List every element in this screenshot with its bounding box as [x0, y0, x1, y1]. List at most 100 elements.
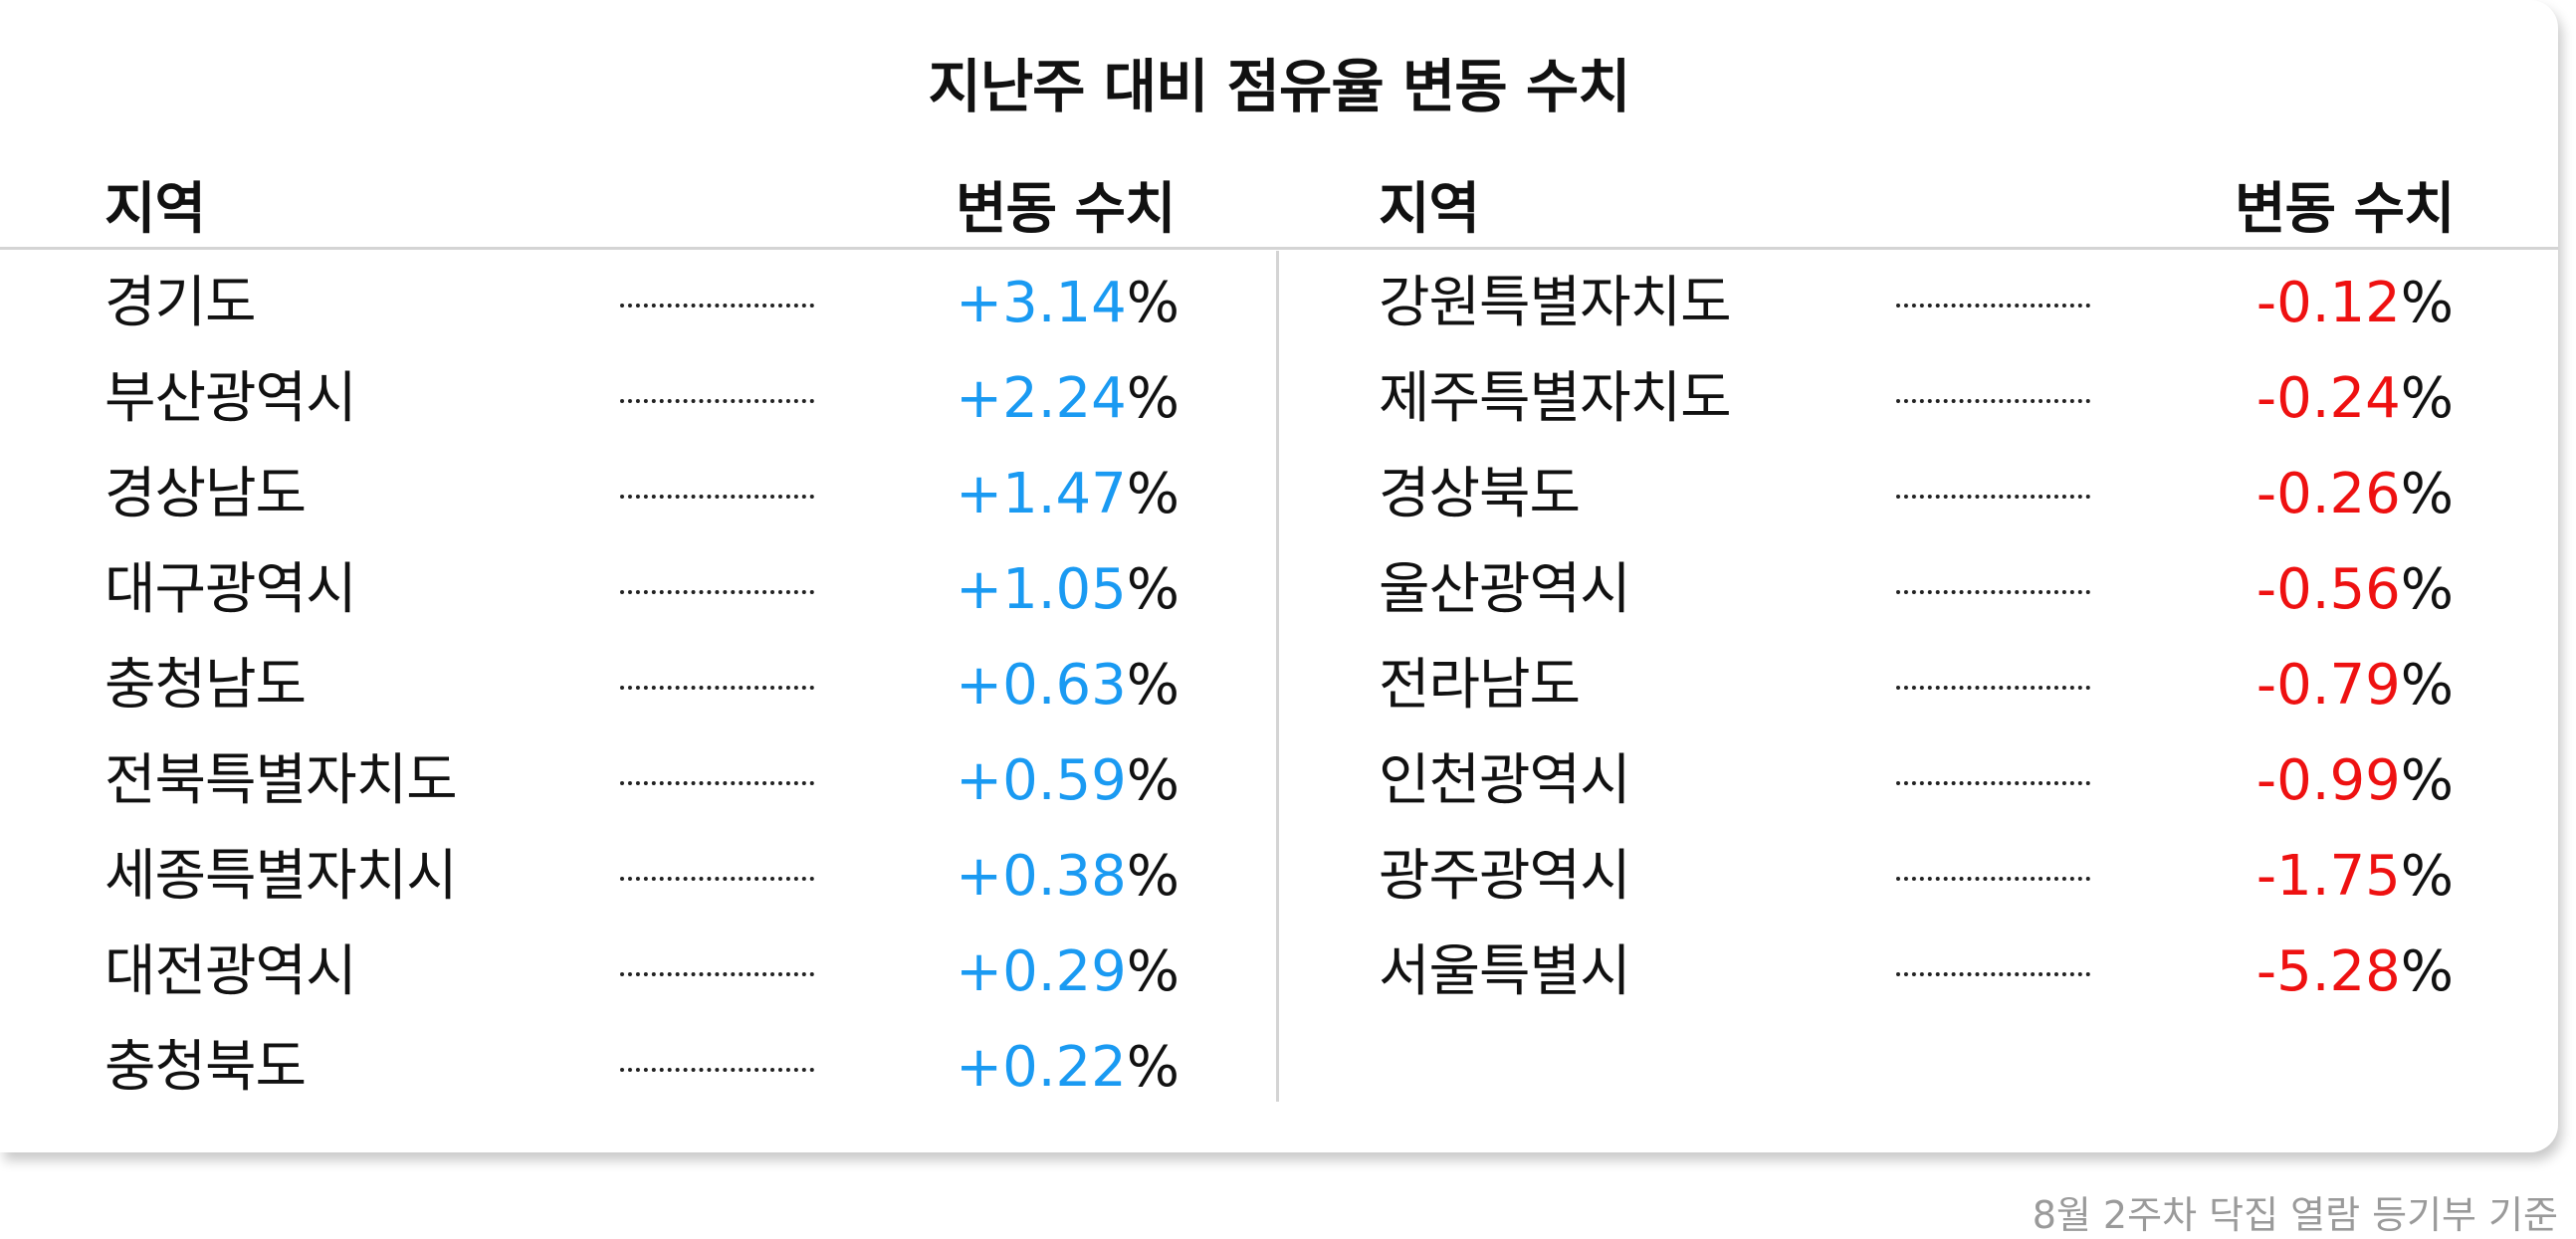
- dotted-leader: [620, 686, 814, 690]
- change-value: -1.75%: [2256, 837, 2454, 917]
- table-row: 충청남도 +0.63%: [105, 646, 1180, 725]
- region-name: 세종특별자치시: [105, 844, 458, 909]
- header-region-right: 지역: [1379, 177, 1480, 242]
- percent-sign: %: [2400, 653, 2454, 718]
- table-row: 전북특별자치도 +0.59%: [105, 741, 1180, 821]
- region-name: 충청남도: [105, 653, 307, 718]
- change-value: +1.47%: [956, 455, 1180, 534]
- dotted-leader: [620, 781, 814, 785]
- change-value: +0.63%: [956, 646, 1180, 725]
- table-row: 세종특별자치시 +0.38%: [105, 837, 1180, 917]
- change-value: -0.79%: [2256, 646, 2454, 725]
- table-row: 제주특별자치도 -0.24%: [1379, 359, 2454, 439]
- dotted-leader: [620, 1068, 814, 1072]
- percent-sign: %: [1126, 557, 1180, 622]
- percent-sign: %: [2400, 366, 2454, 431]
- change-number: +1.05: [956, 557, 1127, 622]
- percent-sign: %: [1126, 653, 1180, 718]
- dotted-leader: [1896, 781, 2090, 785]
- percent-sign: %: [1126, 1035, 1180, 1100]
- percent-sign: %: [1126, 271, 1180, 335]
- percent-sign: %: [2400, 844, 2454, 909]
- dotted-leader: [620, 304, 814, 308]
- region-name: 충청북도: [105, 1035, 307, 1100]
- change-value: +0.59%: [956, 741, 1180, 821]
- table-row: 강원특별자치도 -0.12%: [1379, 264, 2454, 343]
- percent-sign: %: [1126, 844, 1180, 909]
- table-row: 충청북도 +0.22%: [105, 1028, 1180, 1108]
- change-value: +0.22%: [956, 1028, 1180, 1108]
- percent-sign: %: [1126, 462, 1180, 526]
- region-name: 서울특별시: [1379, 939, 1631, 1004]
- dotted-leader: [1896, 495, 2090, 499]
- change-value: +2.24%: [956, 359, 1180, 439]
- table-row: 부산광역시 +2.24%: [105, 359, 1180, 439]
- table-row: 서울특별시 -5.28%: [1379, 932, 2454, 1012]
- region-name: 대전광역시: [105, 939, 357, 1004]
- dotted-leader: [620, 972, 814, 976]
- table-row: 대구광역시 +1.05%: [105, 550, 1180, 630]
- dotted-leader: [1896, 399, 2090, 403]
- change-number: +0.38: [956, 844, 1127, 909]
- change-number: -0.79: [2255, 653, 2401, 718]
- region-name: 대구광역시: [105, 557, 357, 622]
- change-number: +0.59: [956, 748, 1127, 813]
- change-number: -0.24: [2255, 366, 2401, 431]
- dotted-leader: [1896, 304, 2090, 308]
- percent-sign: %: [1126, 748, 1180, 813]
- region-name: 경기도: [105, 271, 257, 335]
- change-value: +3.14%: [956, 264, 1180, 343]
- percent-sign: %: [1126, 366, 1180, 431]
- table-row: 전라남도 -0.79%: [1379, 646, 2454, 725]
- change-number: +0.22: [956, 1035, 1127, 1100]
- dotted-leader: [620, 495, 814, 499]
- change-value: -0.99%: [2256, 741, 2454, 821]
- header-region-left: 지역: [105, 177, 206, 242]
- dotted-leader: [1896, 686, 2090, 690]
- table-row: 인천광역시 -0.99%: [1379, 741, 2454, 821]
- region-name: 경상남도: [105, 462, 307, 526]
- change-number: +0.29: [956, 939, 1127, 1004]
- table-row: 경상남도 +1.47%: [105, 455, 1180, 534]
- percent-sign: %: [2400, 271, 2454, 335]
- region-name: 인천광역시: [1379, 748, 1631, 813]
- change-number: +0.63: [956, 653, 1127, 718]
- region-name: 울산광역시: [1379, 557, 1631, 622]
- change-number: -0.99: [2255, 748, 2401, 813]
- table-row: 대전광역시 +0.29%: [105, 932, 1180, 1012]
- change-number: -0.56: [2255, 557, 2401, 622]
- change-number: -0.26: [2255, 462, 2401, 526]
- header-change-right: 변동 수치: [2235, 177, 2456, 242]
- change-value: -0.24%: [2256, 359, 2454, 439]
- change-value: -5.28%: [2256, 932, 2454, 1012]
- dotted-leader: [1896, 972, 2090, 976]
- change-value: +0.38%: [956, 837, 1180, 917]
- dotted-leader: [620, 877, 814, 881]
- percent-sign: %: [2400, 939, 2454, 1004]
- change-table-card: 지난주 대비 점유율 변동 수치 지역 변동 수치 지역 변동 수치 경기도 +3…: [0, 53, 2558, 1108]
- change-number: +2.24: [956, 366, 1127, 431]
- change-number: +1.47: [956, 462, 1127, 526]
- region-name: 전북특별자치도: [105, 748, 458, 813]
- change-number: -1.75: [2255, 844, 2401, 909]
- percent-sign: %: [1126, 939, 1180, 1004]
- region-name: 경상북도: [1379, 462, 1581, 526]
- change-number: +3.14: [956, 271, 1127, 335]
- region-name: 부산광역시: [105, 366, 357, 431]
- percent-sign: %: [2400, 748, 2454, 813]
- change-value: -0.12%: [2256, 264, 2454, 343]
- table-row: 경기도 +3.14%: [105, 264, 1180, 343]
- change-number: -5.28: [2255, 939, 2401, 1004]
- dotted-leader: [620, 399, 814, 403]
- change-value: -0.56%: [2256, 550, 2454, 630]
- table-title: 지난주 대비 점유율 변동 수치: [928, 53, 1630, 120]
- table-row: 울산광역시 -0.56%: [1379, 550, 2454, 630]
- footer-note: 8월 2주차 닥집 열람 등기부 기준: [2032, 1193, 2558, 1237]
- dotted-leader: [1896, 590, 2090, 594]
- percent-sign: %: [2400, 462, 2454, 526]
- region-name: 전라남도: [1379, 653, 1581, 718]
- header-change-left: 변동 수치: [956, 177, 1177, 242]
- table-row: 광주광역시 -1.75%: [1379, 837, 2454, 917]
- change-value: +1.05%: [956, 550, 1180, 630]
- change-value: +0.29%: [956, 932, 1180, 1012]
